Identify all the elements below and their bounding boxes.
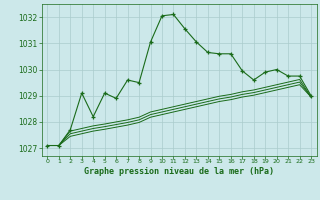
- X-axis label: Graphe pression niveau de la mer (hPa): Graphe pression niveau de la mer (hPa): [84, 167, 274, 176]
